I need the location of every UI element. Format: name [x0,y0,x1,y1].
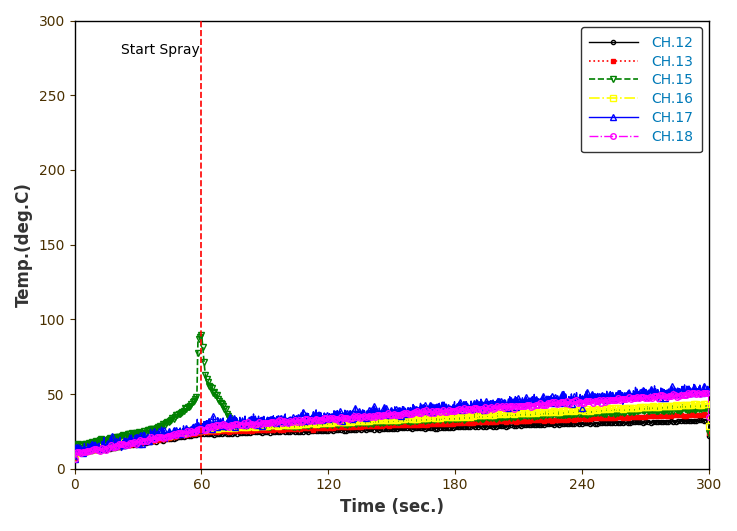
CH.16 [705,422,713,429]
CH.16 [323,420,332,426]
CH.18 [70,456,79,463]
CH.16 [281,422,290,428]
CH.15 [197,332,206,338]
Line: CH.12: CH.12 [72,418,711,460]
CH.15 [705,430,713,436]
CH.16 [197,426,206,433]
CH.12 [70,455,79,461]
CH.18 [375,412,384,418]
CH.13 [70,456,79,462]
CH.12 [197,431,206,437]
CH.13 [705,430,713,436]
CH.18 [197,426,206,432]
CH.15 [323,421,332,427]
CH.16 [70,455,79,461]
CH.18 [281,418,290,425]
CH.15 [70,453,79,459]
CH.12 [676,418,685,424]
CH.13 [281,426,290,432]
CH.16 [455,413,464,419]
CH.18 [455,405,464,412]
CH.13 [197,429,206,435]
CH.12 [375,427,384,433]
CH.12 [323,427,332,434]
CH.17 [455,404,464,410]
CH.13 [323,425,332,432]
CH.18 [323,416,332,422]
Text: Start Spray: Start Spray [121,43,200,57]
CH.16 [375,417,384,423]
CH.17 [375,405,384,412]
Line: CH.18: CH.18 [72,389,712,463]
CH.12 [705,433,713,439]
CH.16 [699,400,708,406]
CH.15 [676,407,685,414]
CH.13 [375,423,384,429]
Legend: CH.12, CH.13, CH.15, CH.16, CH.17, CH.18: CH.12, CH.13, CH.15, CH.16, CH.17, CH.18 [581,28,702,152]
CH.15 [281,422,290,429]
CH.17 [197,424,206,430]
CH.13 [455,420,464,426]
CH.17 [281,416,290,423]
CH.17 [705,387,713,393]
Line: CH.13: CH.13 [72,412,711,461]
CH.17 [323,417,332,423]
Line: CH.16: CH.16 [72,400,712,460]
X-axis label: Time (sec.): Time (sec.) [340,498,444,516]
CH.16 [676,402,685,408]
Line: CH.17: CH.17 [72,381,712,462]
CH.13 [687,411,696,417]
CH.12 [281,429,290,435]
CH.17 [70,456,79,463]
CH.12 [455,424,464,431]
CH.18 [705,414,713,421]
CH.17 [676,390,685,397]
Y-axis label: Temp.(deg.C): Temp.(deg.C) [15,182,33,307]
CH.18 [699,389,708,395]
Line: CH.15: CH.15 [72,332,712,459]
CH.18 [676,391,685,397]
CH.15 [197,331,206,338]
CH.12 [700,417,709,423]
CH.15 [455,416,464,422]
CH.17 [700,381,709,388]
CH.15 [375,419,384,426]
CH.13 [676,412,685,418]
